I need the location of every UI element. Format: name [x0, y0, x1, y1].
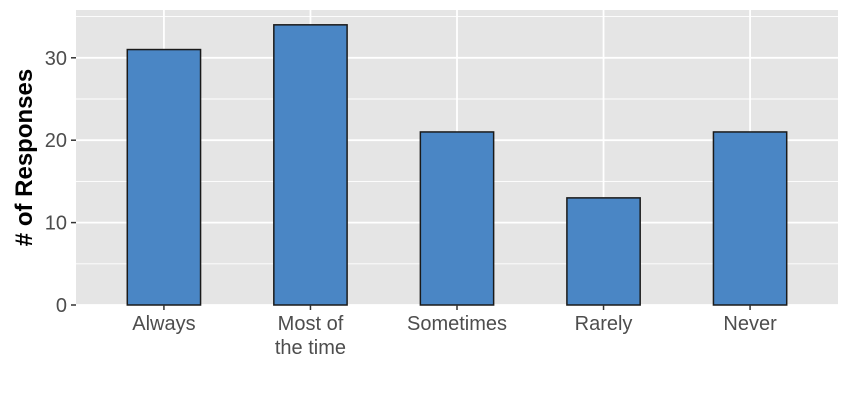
bar	[273, 24, 348, 306]
y-tick-label: 0	[56, 295, 67, 317]
x-axis: Always Most of the time Sometimes Rarely Neve…	[132, 305, 777, 359]
x-tick-label-line: the time	[275, 337, 346, 359]
x-tick-label: Sometimes	[407, 313, 507, 335]
x-tick-label: Rarely	[575, 313, 633, 335]
x-tick-label: Always	[132, 313, 195, 335]
y-tick-label: 20	[45, 130, 67, 152]
y-axis: 0 10 20 30	[45, 48, 76, 317]
x-tick-label-line: Sometimes	[407, 313, 507, 335]
y-tick-label: 10	[45, 213, 67, 235]
bar	[566, 197, 641, 306]
bars	[126, 24, 788, 306]
x-tick-label-line: Never	[723, 313, 777, 335]
bar	[419, 131, 495, 306]
x-tick-label: Never	[723, 313, 777, 335]
x-tick-label-line: Most of	[278, 313, 344, 335]
x-tick-label-line: Rarely	[575, 313, 633, 335]
bar	[712, 131, 788, 306]
x-tick-label-line: Always	[132, 313, 195, 335]
bar	[126, 48, 202, 306]
y-axis-title: # of Responses	[11, 69, 38, 246]
y-tick-label: 30	[45, 48, 67, 70]
x-tick-label: Most of the time	[275, 313, 346, 359]
